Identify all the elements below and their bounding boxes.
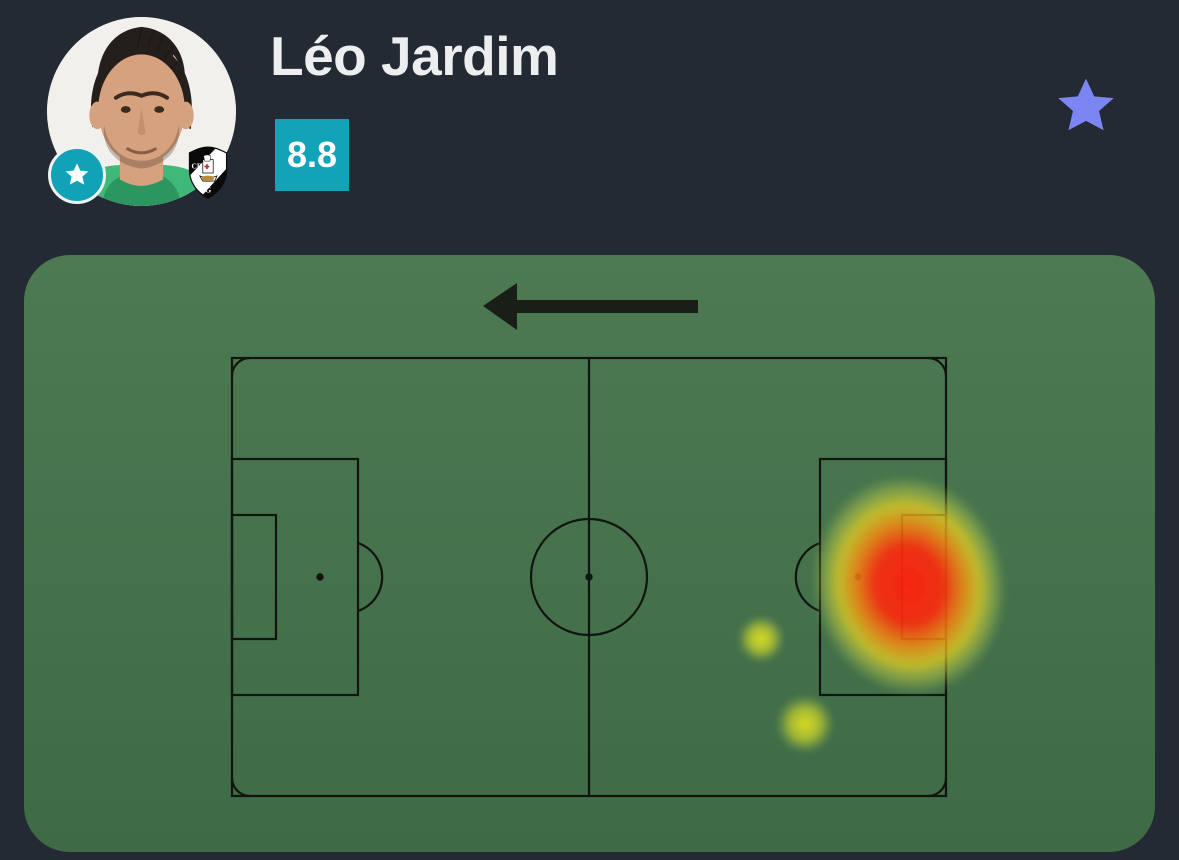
svg-text:G: G <box>205 185 212 194</box>
svg-text:CR: CR <box>192 162 203 171</box>
